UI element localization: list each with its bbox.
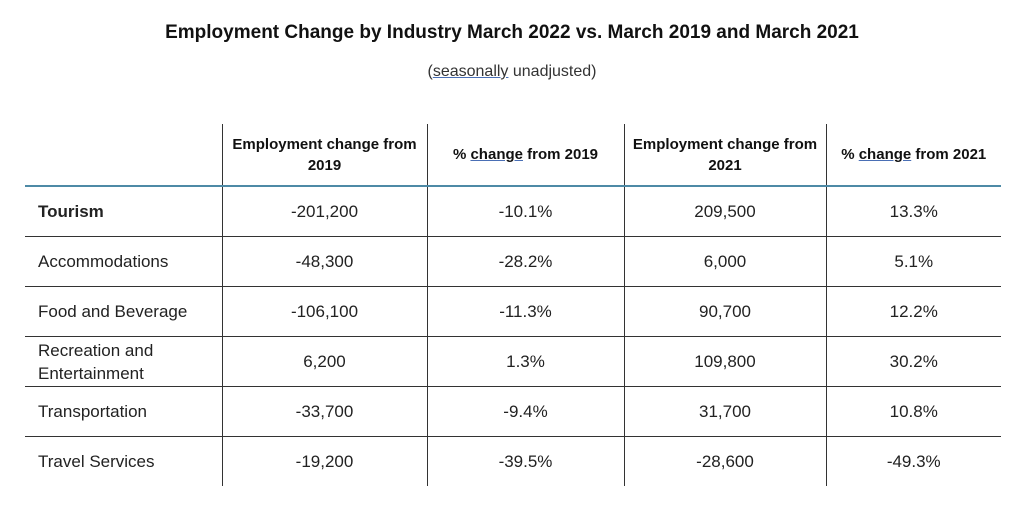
cell-industry: Accommodations — [25, 236, 222, 287]
header-industry — [25, 124, 222, 187]
cell-emp-change-2019: -48,300 — [221, 236, 427, 287]
cell-emp-change-2019: -201,200 — [221, 186, 427, 237]
cell-emp-change-2021: 109,800 — [623, 336, 826, 387]
page-subtitle: (seasonally unadjusted) — [0, 63, 1024, 81]
cell-pct-change-2019: -10.1% — [426, 186, 624, 237]
cell-pct-change-2021: 30.2% — [825, 336, 1001, 387]
cell-pct-change-2021: 10.8% — [825, 386, 1001, 437]
cell-industry: Recreation and Entertainment — [25, 336, 222, 387]
cell-emp-change-2021: -28,600 — [623, 436, 826, 486]
cell-pct-change-2021: 13.3% — [825, 186, 1001, 237]
cell-pct-change-2021: 5.1% — [825, 236, 1001, 287]
table-row-recreation-entertainment: Recreation and Entertainment 6,200 1.3% … — [25, 336, 1001, 387]
table-row-food-beverage: Food and Beverage -106,100 -11.3% 90,700… — [25, 286, 1001, 337]
subtitle-underlined-word: seasonally — [432, 63, 509, 80]
employment-table: Employment change from 2019 % change fro… — [25, 124, 1001, 486]
header-underlined-word: change — [858, 146, 912, 163]
page-title: Employment Change by Industry March 2022… — [165, 22, 859, 43]
cell-emp-change-2019: -19,200 — [221, 436, 427, 486]
header-emp-change-2021: Employment change from 2021 — [623, 124, 826, 187]
cell-industry: Tourism — [25, 186, 222, 237]
cell-emp-change-2021: 31,700 — [623, 386, 826, 437]
table-row-transportation: Transportation -33,700 -9.4% 31,700 10.8… — [25, 386, 1001, 437]
table-row-tourism: Tourism -201,200 -10.1% 209,500 13.3% — [25, 186, 1001, 237]
cell-emp-change-2019: -33,700 — [221, 386, 427, 437]
cell-pct-change-2019: -28.2% — [426, 236, 624, 287]
cell-pct-change-2019: -39.5% — [426, 436, 624, 486]
cell-pct-change-2021: 12.2% — [825, 286, 1001, 337]
cell-emp-change-2021: 6,000 — [623, 236, 826, 287]
header-pct-change-2019: % change from 2019 — [426, 124, 624, 187]
header-emp-change-2019: Employment change from 2019 — [221, 124, 427, 187]
table-header-row: Employment change from 2019 % change fro… — [25, 124, 1001, 187]
table-row-accommodations: Accommodations -48,300 -28.2% 6,000 5.1% — [25, 236, 1001, 287]
subtitle-open: ( — [427, 63, 433, 80]
cell-industry: Transportation — [25, 386, 222, 437]
table-row-travel-services: Travel Services -19,200 -39.5% -28,600 -… — [25, 436, 1001, 486]
cell-pct-change-2021: -49.3% — [825, 436, 1001, 486]
header-underlined-word: change — [470, 146, 523, 163]
subtitle-rest: unadjusted) — [508, 63, 597, 80]
cell-emp-change-2019: 6,200 — [221, 336, 427, 387]
cell-emp-change-2019: -106,100 — [221, 286, 427, 337]
cell-pct-change-2019: -11.3% — [426, 286, 624, 337]
cell-pct-change-2019: -9.4% — [426, 386, 624, 437]
header-pct-change-2021: % change from 2021 — [825, 124, 1001, 187]
cell-emp-change-2021: 209,500 — [623, 186, 826, 237]
cell-emp-change-2021: 90,700 — [623, 286, 826, 337]
cell-industry: Travel Services — [38, 452, 155, 471]
cell-industry: Food and Beverage — [25, 286, 222, 337]
cell-pct-change-2019: 1.3% — [426, 336, 624, 387]
